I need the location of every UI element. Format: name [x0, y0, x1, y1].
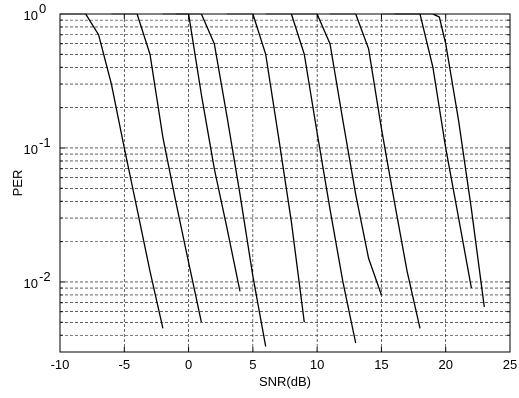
per-curve-8	[330, 14, 420, 328]
y-tick-label-exponent: -2	[39, 269, 51, 284]
y-tick-label: 10	[24, 276, 38, 291]
per-curve-2	[111, 14, 201, 322]
per-curve-1	[60, 14, 163, 328]
x-tick-labels: -10 -5 0 5 10 15 20 25	[51, 357, 518, 372]
per-curve-6	[266, 14, 356, 343]
x-tick-label: -5	[119, 357, 131, 372]
per-curve-10	[394, 14, 484, 307]
x-tick-label: 0	[185, 357, 192, 372]
per-curve-4	[176, 14, 266, 347]
y-tick-label: 10	[24, 8, 38, 23]
x-tick-label: 10	[310, 357, 324, 372]
x-axis-label: SNR(dB)	[259, 374, 311, 389]
x-tick-label: 15	[374, 357, 388, 372]
per-curve-5	[227, 14, 304, 322]
y-tick-label-exponent: -1	[39, 135, 51, 150]
per-curve-3	[163, 14, 240, 291]
x-tick-label: 5	[249, 357, 256, 372]
y-tick-label-exponent: 0	[39, 1, 46, 16]
x-tick-label: -10	[51, 357, 70, 372]
y-axis-label: PER	[10, 170, 25, 197]
x-tick-label: 25	[503, 357, 517, 372]
y-tick-label: 10	[24, 142, 38, 157]
curves	[60, 14, 484, 347]
x-tick-label: 20	[438, 357, 452, 372]
per-curve-9	[381, 14, 471, 288]
